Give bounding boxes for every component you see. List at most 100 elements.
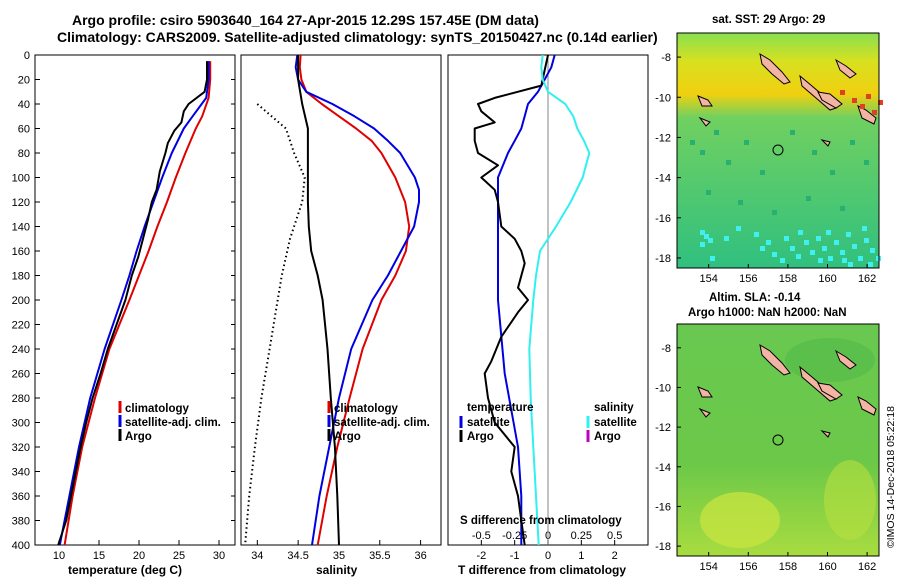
sla-features — [700, 338, 876, 548]
cold-sst-pixel — [834, 240, 839, 245]
title-line-1: Argo profile: csiro 5903640_164 27-Apr-2… — [72, 12, 539, 28]
cold-sst-pixel — [772, 252, 777, 257]
salinity-x-axis: 34 34.5 35 35.5 36 — [251, 540, 427, 562]
land-mass — [817, 382, 843, 400]
temperature-legend: climatology satellite-adj. clim. Argo — [118, 401, 221, 443]
sst-pixel — [706, 190, 711, 195]
land-mass — [834, 58, 857, 79]
cold-sst-pixel — [766, 240, 771, 245]
sst-pixel — [744, 140, 749, 145]
land-mass — [698, 407, 711, 418]
sla-map-axes: -8 -10 -12 -14 -16 -18 154 156 158 160 162 — [655, 343, 876, 573]
lon-tick-label: 162 — [858, 273, 876, 285]
lat-tick-label: -18 — [655, 253, 671, 265]
land-mass — [857, 105, 877, 125]
x-tick-label: 1 — [578, 550, 584, 562]
sst-pixel — [830, 170, 835, 175]
warm-sst-pixel — [866, 94, 871, 99]
cold-sst-pixel — [790, 246, 795, 251]
x2-tick-label: 0.5 — [607, 530, 622, 542]
sla-land — [697, 343, 877, 438]
x-tick-label: 2 — [612, 550, 618, 562]
sla-map: Altim. SLA: -0.14 Argo h1000: NaN h2000:… — [655, 292, 880, 573]
sla-map-title-1: Altim. SLA: -0.14 — [709, 292, 801, 304]
temperature-x-label: temperature (deg C) — [68, 563, 182, 577]
cold-sst-pixel — [818, 258, 823, 263]
lon-tick-label: 160 — [818, 561, 836, 573]
legend-label-s-argo: Argo — [594, 431, 621, 443]
x-tick-label: -1 — [510, 550, 520, 562]
lat-tick-label: -14 — [655, 462, 671, 474]
depth-tick-label: 100 — [12, 173, 30, 185]
legend-label-t-argo: Argo — [467, 431, 494, 443]
cold-sst-pixel — [798, 230, 803, 235]
legend-label-s-satellite: satellite — [594, 417, 637, 429]
warm-sst-pixel — [860, 104, 865, 109]
x-tick-label: 35 — [333, 550, 345, 562]
lon-tick-label: 158 — [779, 561, 797, 573]
salinity-panel: 34 34.5 35 35.5 36 climatology satellite-adj… — [240, 54, 442, 577]
land-mass — [834, 349, 857, 370]
legend-label-climatology: climatology — [334, 403, 399, 415]
series-climatology — [63, 61, 212, 546]
series-satellite-adj-clim- — [294, 54, 420, 546]
warm-sst-pixel — [872, 110, 877, 115]
legend-title-temperature: temperature — [467, 402, 533, 414]
lat-tick-label: -18 — [655, 541, 671, 553]
cold-sst-pixel — [810, 250, 815, 255]
cold-sst-pixel — [822, 246, 827, 251]
t-difference-x-label: T difference from climatology — [458, 563, 626, 577]
depth-tick-label: 0 — [24, 50, 30, 62]
sst-pixel — [738, 200, 743, 205]
cold-sst-pixel — [780, 258, 785, 263]
x-tick-label: 20 — [133, 550, 145, 562]
depth-tick-label: 60 — [18, 124, 30, 136]
depth-tick-label: 340 — [12, 467, 30, 479]
cold-sst-pixel — [858, 256, 863, 261]
sla-map-title-2: Argo h1000: NaN h2000: NaN — [688, 307, 847, 319]
sst-map-title: sat. SST: 29 Argo: 29 — [712, 14, 825, 26]
series-satellite-adj-clim- — [58, 61, 210, 546]
lon-tick-label: 154 — [700, 561, 718, 573]
warm-sst-pixel — [878, 100, 883, 105]
cold-sst-pixel — [826, 230, 831, 235]
lat-tick-label: -8 — [661, 343, 671, 355]
sst-pixel — [772, 210, 777, 215]
sst-map: sat. SST: 29 Argo: 29 -8 -10 -12 -14 -16 -18 1… — [655, 14, 883, 285]
warm-sst-pixel — [852, 98, 857, 103]
land-mass — [820, 139, 831, 147]
sla-high-patch — [824, 460, 876, 540]
lat-tick-label: -12 — [655, 132, 671, 144]
depth-tick-label: 80 — [18, 148, 30, 160]
sla-map-frame — [676, 323, 880, 557]
land-mass — [759, 343, 791, 376]
temperature-series — [57, 61, 212, 546]
sst-pixel — [760, 170, 765, 175]
x-tick-label: -2 — [476, 550, 486, 562]
temperature-x-axis: 10 15 20 25 30 — [53, 540, 225, 562]
sst-cold-pixels — [690, 130, 881, 267]
s-difference-label: S difference from climatology — [460, 515, 622, 527]
cold-sst-pixel — [846, 232, 851, 237]
sst-pixel — [790, 130, 795, 135]
depth-tick-label: 360 — [12, 491, 30, 503]
x2-tick-label: -0.5 — [472, 530, 491, 542]
cold-sst-pixel — [700, 242, 705, 247]
legend-label-satellite: satellite-adj. clim. — [125, 417, 221, 429]
sst-pixel — [840, 206, 845, 211]
depth-tick-label: 280 — [12, 393, 30, 405]
sla-argo-position-marker — [772, 434, 784, 446]
sla-low-patch — [785, 338, 875, 382]
depth-tick-label: 160 — [12, 246, 30, 258]
sst-pixel — [714, 130, 719, 135]
legend-label-t-satellite: satellite — [467, 417, 510, 429]
x-tick-label: 0 — [545, 550, 551, 562]
depth-tick-label: 240 — [12, 344, 30, 356]
cold-sst-pixel — [760, 246, 765, 251]
lon-tick-label: 162 — [858, 561, 876, 573]
cold-sst-pixel — [828, 256, 833, 261]
land-mass — [697, 95, 713, 107]
depth-tick-label: 40 — [18, 99, 30, 111]
sst-pixel — [864, 160, 869, 165]
